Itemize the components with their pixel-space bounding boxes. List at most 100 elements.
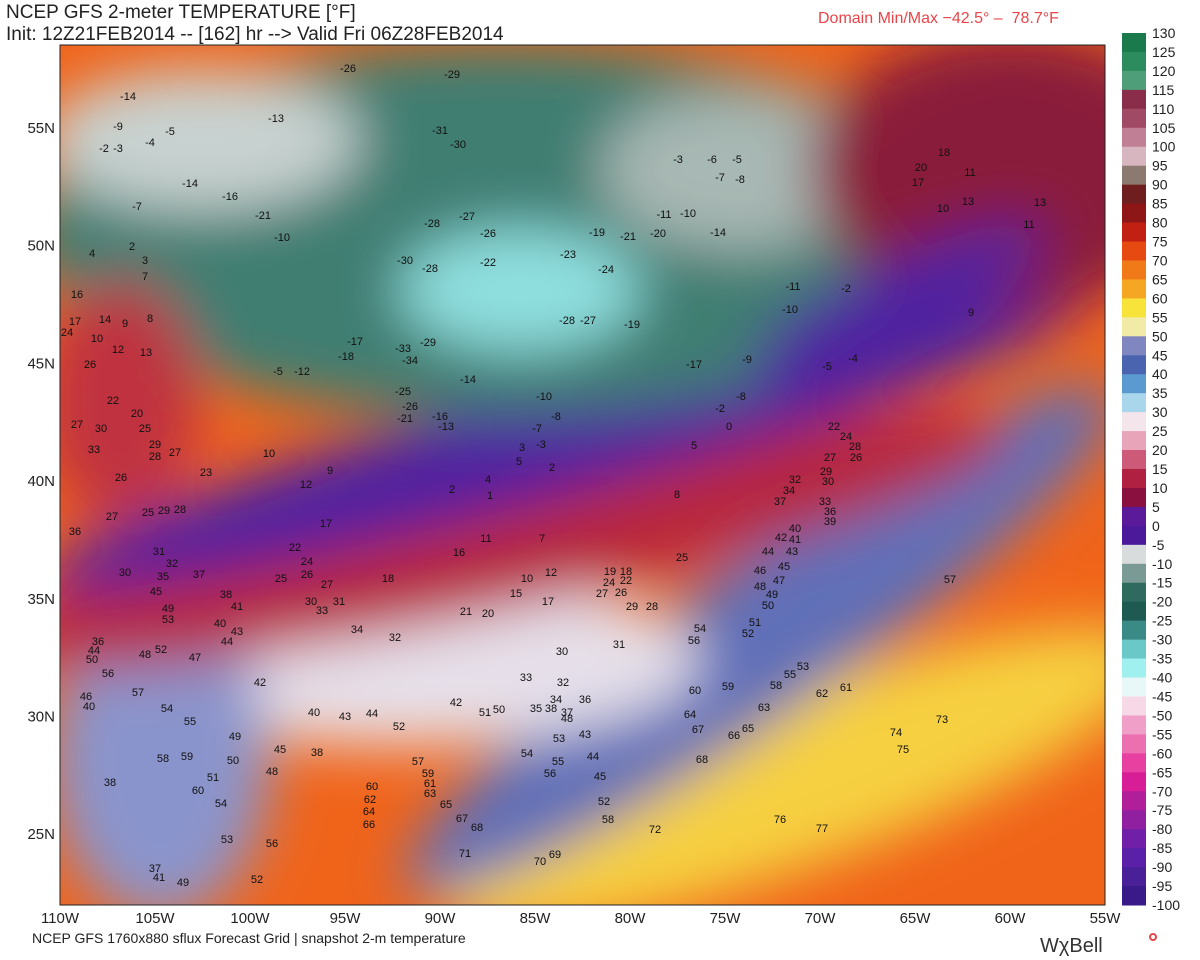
colorbar-tick-label: 80 bbox=[1152, 215, 1168, 231]
colorbar-segment bbox=[1122, 336, 1146, 356]
station-value: 73 bbox=[936, 714, 948, 726]
station-value: 9 bbox=[122, 318, 128, 330]
colorbar-segment bbox=[1122, 753, 1146, 773]
station-value: 59 bbox=[722, 681, 734, 693]
station-value: 13 bbox=[1034, 197, 1046, 209]
station-value: -11 bbox=[785, 281, 800, 293]
station-value: 12 bbox=[300, 479, 312, 491]
colorbar-tick-label: -10 bbox=[1152, 556, 1172, 572]
station-value: 17 bbox=[542, 596, 554, 608]
station-value: 15 bbox=[510, 588, 522, 600]
station-value: -6 bbox=[707, 154, 717, 166]
colorbar-segment bbox=[1122, 658, 1146, 679]
station-value: 68 bbox=[471, 822, 483, 834]
station-value: 61 bbox=[840, 682, 852, 694]
station-value: 44 bbox=[221, 636, 233, 648]
station-value: -21 bbox=[397, 413, 413, 425]
colorbar-tick-label: 15 bbox=[1152, 461, 1168, 477]
station-value: 22 bbox=[107, 395, 119, 407]
station-value: 44 bbox=[762, 546, 774, 558]
colorbar-tick-label: 40 bbox=[1152, 366, 1168, 382]
station-value: 62 bbox=[364, 794, 376, 806]
station-value: 25 bbox=[139, 423, 151, 435]
station-value: 3 bbox=[519, 442, 525, 454]
station-value: 23 bbox=[200, 467, 212, 479]
colorbar-segment bbox=[1122, 620, 1146, 641]
station-value: 51 bbox=[479, 707, 491, 719]
station-value: 63 bbox=[758, 702, 770, 714]
colorbar-tick-label: 70 bbox=[1152, 252, 1168, 268]
station-value: -3 bbox=[673, 154, 683, 166]
station-value: 20 bbox=[131, 408, 143, 420]
colorbar-tick-label: 35 bbox=[1152, 385, 1168, 401]
station-value: 56 bbox=[688, 635, 700, 647]
station-value: 41 bbox=[789, 534, 801, 546]
lon-label: 110W bbox=[41, 910, 80, 927]
station-value: -14 bbox=[182, 178, 198, 190]
station-value: 26 bbox=[115, 472, 127, 484]
station-value: 60 bbox=[192, 785, 204, 797]
station-value: 57 bbox=[412, 756, 424, 768]
station-value: 42 bbox=[450, 697, 462, 709]
colorbar-tick-label: -95 bbox=[1152, 878, 1172, 894]
colorbar-segment bbox=[1122, 317, 1146, 337]
station-value: 14 bbox=[99, 314, 111, 326]
station-value: 54 bbox=[161, 703, 173, 715]
colorbar-segment bbox=[1122, 886, 1146, 906]
station-value: 58 bbox=[157, 753, 169, 765]
station-value: 59 bbox=[422, 768, 434, 780]
station-value: 54 bbox=[215, 798, 227, 810]
colorbar-segment bbox=[1122, 412, 1146, 432]
station-value: 49 bbox=[177, 877, 189, 889]
station-value: 53 bbox=[162, 614, 174, 626]
station-value: 53 bbox=[553, 733, 565, 745]
station-value: 58 bbox=[770, 680, 782, 692]
lon-label: 90W bbox=[425, 910, 457, 927]
station-value: 29 bbox=[626, 601, 638, 613]
colorbar-tick-label: -65 bbox=[1152, 764, 1172, 780]
colorbar-segment bbox=[1122, 810, 1146, 830]
colorbar-tick-label: 55 bbox=[1152, 309, 1168, 325]
station-value: 40 bbox=[83, 701, 95, 713]
lat-label: 45N bbox=[27, 355, 55, 372]
station-value: 76 bbox=[774, 814, 786, 826]
station-value: -27 bbox=[459, 211, 475, 223]
station-value: -17 bbox=[686, 359, 702, 371]
colorbar-segment bbox=[1122, 772, 1146, 792]
station-value: 19 bbox=[604, 566, 616, 578]
colorbar-segment bbox=[1122, 582, 1146, 603]
station-value: 48 bbox=[561, 713, 573, 725]
station-value: 48 bbox=[266, 766, 278, 778]
station-value: 75 bbox=[897, 744, 909, 756]
station-value: 50 bbox=[86, 654, 98, 666]
colorbar-tick-label: 90 bbox=[1152, 177, 1168, 193]
station-value: 41 bbox=[231, 601, 243, 613]
station-value: 60 bbox=[689, 685, 701, 697]
station-value: 35 bbox=[157, 571, 169, 583]
station-value: 72 bbox=[649, 824, 661, 836]
station-value: 22 bbox=[289, 542, 301, 554]
lon-label: 105W bbox=[135, 910, 175, 927]
station-value: -8 bbox=[735, 174, 745, 186]
station-value: -8 bbox=[736, 391, 746, 403]
station-value: -5 bbox=[273, 366, 283, 378]
station-value: 41 bbox=[153, 872, 165, 884]
station-value: 48 bbox=[139, 649, 151, 661]
colorbar-segment bbox=[1122, 848, 1146, 868]
colorbar-segment bbox=[1122, 469, 1146, 489]
temperature-field bbox=[60, 45, 1105, 905]
colorbar-segment bbox=[1122, 70, 1146, 91]
station-value: -24 bbox=[598, 264, 614, 276]
station-value: -3 bbox=[536, 439, 546, 451]
station-value: 30 bbox=[95, 423, 107, 435]
station-value: 52 bbox=[251, 874, 263, 886]
station-value: 28 bbox=[646, 601, 658, 613]
station-value: 29 bbox=[149, 439, 161, 451]
station-value: 30 bbox=[119, 567, 131, 579]
station-value: 44 bbox=[587, 751, 599, 763]
station-value: 51 bbox=[749, 617, 761, 629]
station-value: 13 bbox=[140, 347, 152, 359]
station-value: 20 bbox=[915, 162, 927, 174]
station-value: -23 bbox=[560, 249, 576, 261]
colorbar-segment bbox=[1122, 487, 1146, 508]
